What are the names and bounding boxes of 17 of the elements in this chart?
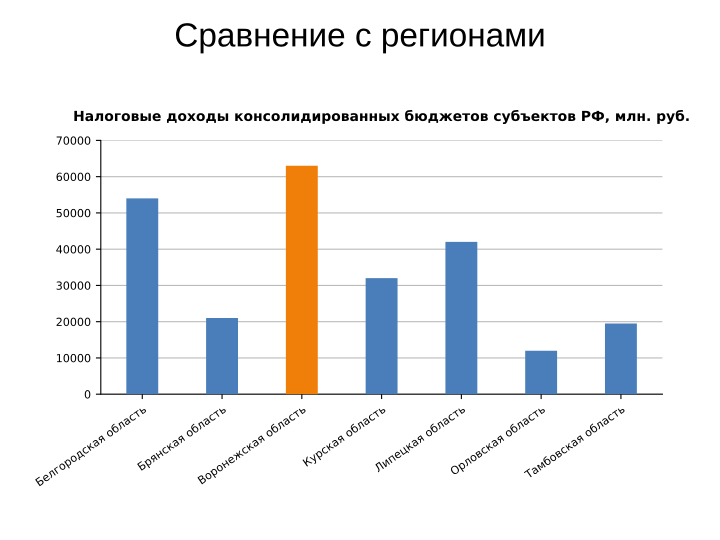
y-tick-label: 10000 (56, 354, 90, 362)
y-tick-label: 30000 (56, 281, 90, 290)
chart-subtitle: Налоговые доходы консолидированных бюджетов субъектов РФ, млн. руб. (74, 110, 689, 124)
bar (445, 242, 478, 394)
y-tick-label: 0 (84, 390, 90, 399)
bar (206, 318, 238, 394)
chart-title: Сравнение с регионами (176, 23, 544, 54)
y-tick-label: 50000 (56, 208, 90, 218)
bar (126, 198, 158, 394)
bar (286, 166, 318, 394)
y-tick-label: 60000 (56, 172, 90, 182)
y-tick-label: 20000 (56, 318, 90, 326)
y-tick-label: 70000 (56, 136, 90, 145)
y-tick-label: 40000 (56, 245, 90, 254)
bar (366, 278, 398, 394)
bar (604, 324, 637, 394)
bar (525, 350, 558, 394)
